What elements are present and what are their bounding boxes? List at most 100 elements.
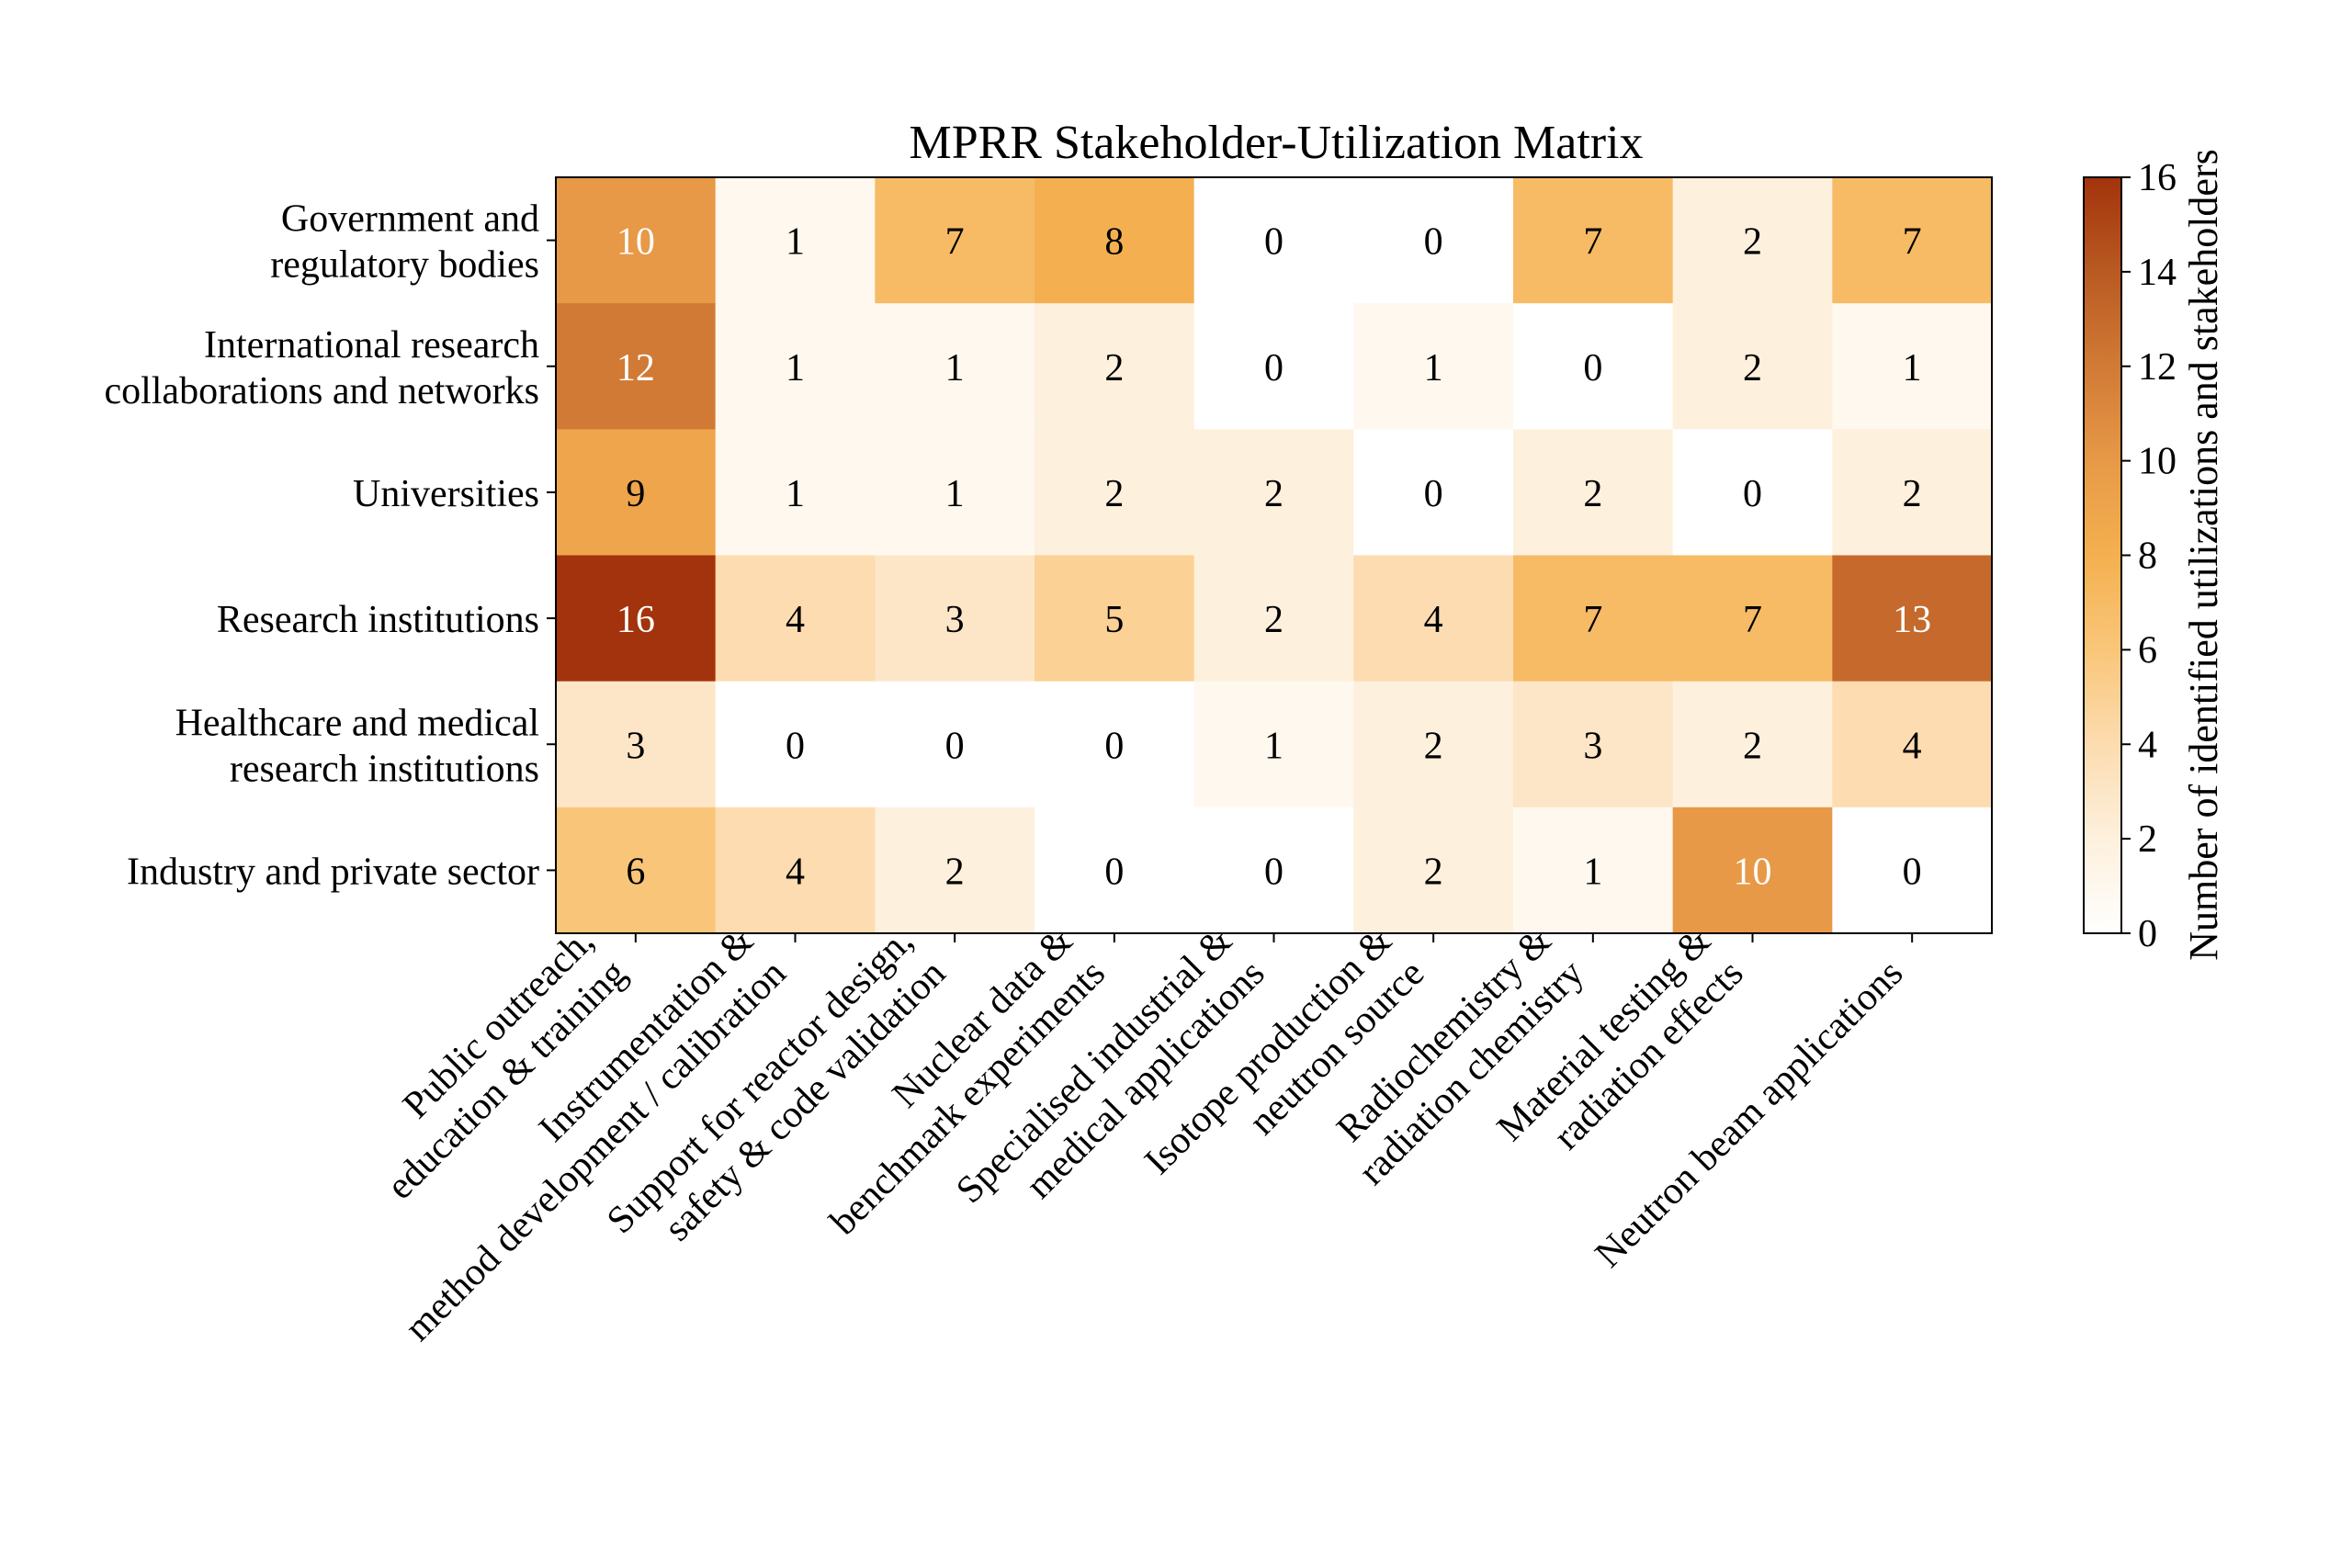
heatmap-cell: [1035, 303, 1195, 430]
heatmap-cell: [1513, 681, 1674, 808]
cell-value-label: 0: [1104, 725, 1124, 767]
colorbar-ticks: 0 2 4 6 8 10 12 14 16: [2121, 157, 2177, 955]
cell-value-label: 3: [1583, 725, 1602, 767]
colorbar-gradient: [2083, 176, 2122, 934]
heatmap-cell: [1832, 429, 1993, 557]
cell-value-label: 16: [616, 599, 655, 641]
cell-value-label: 7: [1583, 221, 1602, 264]
row-label: Healthcare and medical research instituti…: [175, 702, 539, 790]
cell-value-label: 3: [626, 725, 645, 767]
cell-value-label: 0: [945, 725, 965, 767]
heatmap-cell: [1035, 681, 1195, 808]
cell-value-label: 10: [616, 221, 655, 264]
row-label: Industry and private sector: [127, 851, 539, 893]
row-axis: Government and regulatory bodies Internati…: [104, 198, 556, 893]
cell-value-label: 2: [1903, 473, 1922, 515]
heatmap-cell: [1353, 429, 1514, 557]
colorbar: 0 2 4 6 8 10 12 14 16 Number of identified utili…: [2083, 149, 2226, 961]
heatmap-cell: [1513, 177, 1674, 304]
heatmap-cell: [1672, 177, 1833, 304]
cell-value-label: 2: [1264, 599, 1283, 641]
heatmap-cell: [1672, 555, 1833, 682]
heatmap-cell: [1513, 303, 1674, 430]
colorbar-tick-label: 10: [2138, 441, 2177, 483]
chart-title: MPRR Stakeholder-Utilization Matrix: [909, 117, 1643, 169]
cell-value-label: 5: [1104, 599, 1124, 641]
heatmap-cell: [875, 429, 1035, 557]
heatmap-cell: [715, 555, 876, 682]
colorbar-tick-label: 8: [2138, 536, 2157, 578]
cell-value-label: 0: [1743, 473, 1762, 515]
row-label: International research collaborations and…: [104, 324, 539, 412]
heatmap-cell: [556, 807, 717, 934]
heatmap-cell: [1513, 555, 1674, 682]
heatmap-cell: [1193, 429, 1354, 557]
cell-value-label: 2: [1424, 851, 1443, 893]
cell-value-label: 1: [1424, 347, 1443, 389]
heatmap-cell: [1832, 555, 1993, 682]
cell-value-label: 6: [626, 851, 645, 893]
heatmap-cell: [556, 555, 717, 682]
heatmap-cell: [875, 177, 1035, 304]
heatmap-cell: [1193, 555, 1354, 682]
heatmap-cell: [1832, 303, 1993, 430]
cell-value-label: 1: [786, 221, 805, 264]
heatmap-cell: [1832, 807, 1993, 934]
row-label: Research institutions: [217, 599, 539, 641]
heatmap-cell-labels: 10 1 7 8 0 0 7 2 712 1 1 2 0 1 0 2 19 1 1 2 2 0 2 0 216 4 3 5 2 4 7 7 13…: [616, 221, 1931, 894]
cell-value-label: 1: [786, 347, 805, 389]
colorbar-tick-label: 14: [2138, 252, 2177, 294]
heatmap-cell: [1353, 681, 1514, 808]
heatmap-cell: [556, 429, 717, 557]
colorbar-tick-label: 0: [2138, 913, 2157, 955]
row-label: Universities: [353, 473, 539, 515]
cell-value-label: 0: [1424, 221, 1443, 264]
colorbar-tick-label: 4: [2138, 724, 2157, 766]
cell-value-label: 7: [1903, 221, 1922, 264]
cell-value-label: 1: [1264, 725, 1283, 767]
cell-value-label: 4: [786, 851, 805, 893]
heatmap-cell: [715, 807, 876, 934]
heatmap-cell: [1353, 807, 1514, 934]
cell-value-label: 4: [786, 599, 805, 641]
cell-value-label: 7: [1583, 599, 1602, 641]
heatmap-cell: [1035, 807, 1195, 934]
cell-value-label: 7: [1743, 599, 1762, 641]
cell-value-label: 2: [1743, 347, 1762, 389]
heatmap-cell: [1035, 429, 1195, 557]
heatmap-cell: [875, 807, 1035, 934]
cell-value-label: 9: [626, 473, 645, 515]
heatmap-cell: [875, 303, 1035, 430]
heatmap-cell: [1672, 429, 1833, 557]
heatmap-cell: [1832, 177, 1993, 304]
heatmap-cell: [1193, 177, 1354, 304]
cell-value-label: 0: [1903, 851, 1922, 893]
cell-value-label: 12: [616, 347, 655, 389]
cell-value-label: 0: [1264, 347, 1283, 389]
cell-value-label: 4: [1903, 725, 1922, 767]
cell-value-label: 2: [1743, 221, 1762, 264]
cell-value-label: 10: [1734, 851, 1772, 893]
heatmap-cells: [556, 177, 1993, 934]
heatmap-cell: [715, 303, 876, 430]
colorbar-label: Number of identified utilizations and st…: [2181, 149, 2226, 960]
row-label: Government and regulatory bodies: [270, 198, 539, 287]
colorbar-tick-label: 16: [2138, 157, 2177, 199]
cell-value-label: 3: [945, 599, 965, 641]
colorbar-tick-label: 2: [2138, 818, 2157, 861]
heatmap-cell: [1513, 429, 1674, 557]
cell-value-label: 2: [1583, 473, 1602, 515]
heatmap-cell: [1832, 681, 1993, 808]
cell-value-label: 2: [945, 851, 965, 893]
heatmap-cell: [1672, 807, 1833, 934]
heatmap-cell: [1353, 303, 1514, 430]
heatmap-cell: [875, 681, 1035, 808]
cell-value-label: 1: [786, 473, 805, 515]
heatmap-cell: [556, 303, 717, 430]
heatmap-cell: [1193, 681, 1354, 808]
colorbar-tick-label: 12: [2138, 346, 2177, 389]
cell-value-label: 2: [1743, 725, 1762, 767]
cell-value-label: 2: [1424, 725, 1443, 767]
cell-value-label: 13: [1893, 599, 1931, 641]
cell-value-label: 4: [1424, 599, 1443, 641]
